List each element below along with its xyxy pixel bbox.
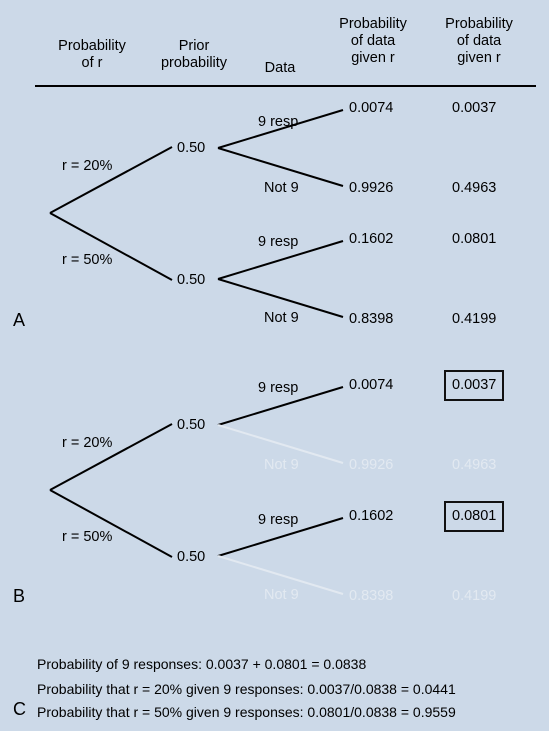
header-text: Probability (445, 16, 513, 32)
summary-line: Probability that r = 50% given 9 respons… (37, 704, 456, 720)
header-text: Prior (178, 38, 210, 54)
panel-a-label: A (13, 310, 26, 330)
panel-a-data-label: 9 resp (258, 114, 299, 130)
panel-a-joint: 0.0801 (452, 231, 497, 247)
panel-a-likelihood: 0.1602 (349, 231, 394, 247)
header-col-prior-probability: Prior probability (161, 38, 227, 72)
panel-a-prior-bottom: 0.50 (177, 272, 206, 288)
header-text: given r (457, 50, 501, 66)
panel-b-data-label: Not 9 (264, 587, 299, 603)
panel-b-branch-bottom (49, 489, 173, 558)
panel-a-joint: 0.4199 (452, 311, 497, 327)
panel-b-likelihood: 0.8398 (349, 588, 394, 604)
panel-b-prior-top: 0.50 (177, 417, 206, 433)
panel-b-label: B (13, 586, 26, 606)
header-col-probability-of-r: Probability of r (58, 38, 126, 72)
header-text: Probability (339, 16, 407, 32)
panel-a-joint: 0.4963 (452, 180, 497, 196)
header-text: of data (350, 33, 396, 49)
panel-a-branch-bottom (49, 212, 173, 281)
panel-a-branch-top (49, 146, 173, 214)
header-col-joint: Probability of data given r (445, 16, 513, 67)
panel-b-joint-boxed: 0.0037 (444, 370, 505, 401)
panel-b-likelihood: 0.1602 (349, 508, 394, 524)
header-text: of data (456, 33, 502, 49)
panel-b-branch-top-label: r = 20% (62, 435, 113, 451)
panel-a-prior-top: 0.50 (177, 140, 206, 156)
panel-b-likelihood: 0.9926 (349, 457, 394, 473)
panel-b-data-label: 9 resp (258, 380, 299, 396)
summary-line: Probability that r = 20% given 9 respons… (37, 681, 456, 697)
panel-a-data-label: Not 9 (264, 310, 299, 326)
panel-b-branch-bottom-label: r = 50% (62, 529, 113, 545)
header-col-likelihood: Probability of data given r (339, 16, 407, 67)
header-text: Probability (58, 38, 126, 54)
header-text: probability (160, 55, 228, 71)
header-text: Data (264, 60, 296, 76)
panel-b-joint: 0.4963 (452, 457, 497, 473)
header-text: of r (81, 55, 103, 71)
panel-b-joint-boxed: 0.0801 (444, 501, 505, 532)
panel-a-likelihood: 0.0074 (349, 100, 394, 116)
panel-b-branch-top (49, 423, 173, 491)
panel-b-data-branch-2 (217, 424, 344, 464)
panel-a-data-branch-1 (217, 109, 344, 149)
panel-b-likelihood: 0.0074 (349, 377, 394, 393)
panel-a-data-branch-4 (217, 278, 344, 318)
panel-b-joint: 0.4199 (452, 588, 497, 604)
panel-b-data-label: 9 resp (258, 512, 299, 528)
panel-a-data-label: Not 9 (264, 180, 299, 196)
panel-c-label: C (13, 699, 26, 719)
panel-b-data-label: Not 9 (264, 457, 299, 473)
panel-a-likelihood: 0.8398 (349, 311, 394, 327)
summary-line: Probability of 9 responses: 0.0037 + 0.0… (37, 656, 367, 672)
panel-b-data-branch-3 (217, 517, 344, 557)
header-text: given r (351, 50, 395, 66)
header-col-data: Data (265, 60, 296, 77)
panel-a-likelihood: 0.9926 (349, 180, 394, 196)
panel-a-branch-bottom-label: r = 50% (62, 252, 113, 268)
panel-a-data-branch-2 (217, 147, 344, 187)
panel-a-data-branch-3 (217, 240, 344, 280)
panel-a-branch-top-label: r = 20% (62, 158, 113, 174)
panel-b-data-branch-4 (217, 555, 344, 595)
panel-b-data-branch-1 (217, 386, 344, 426)
panel-a-joint: 0.0037 (452, 100, 497, 116)
panel-a-data-label: 9 resp (258, 234, 299, 250)
panel-b-prior-bottom: 0.50 (177, 549, 206, 565)
